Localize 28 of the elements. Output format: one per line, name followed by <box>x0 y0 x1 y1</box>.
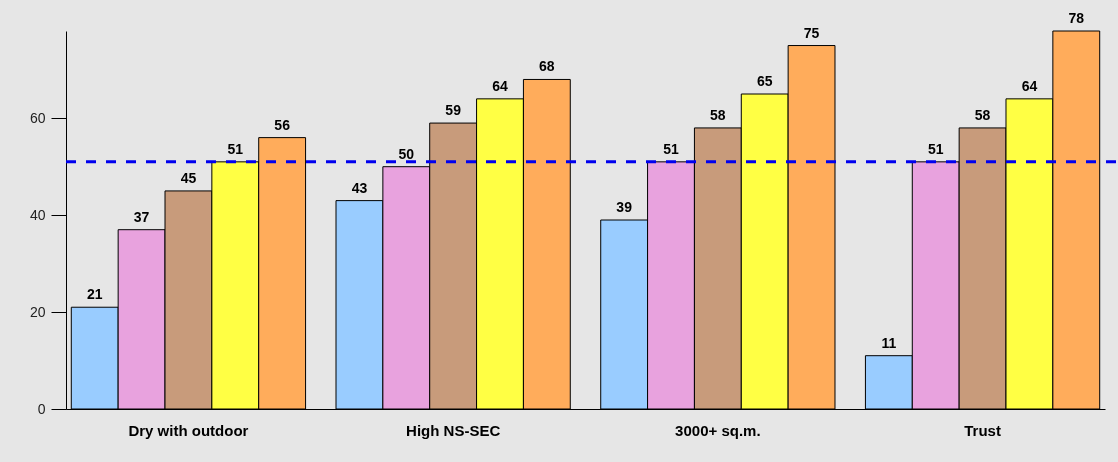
y-tick-label: 40 <box>29 206 46 223</box>
data-label: 51 <box>227 140 244 157</box>
data-label: 51 <box>927 140 944 157</box>
data-label: 58 <box>974 106 991 123</box>
data-label: 11 <box>881 334 897 351</box>
data-label: 68 <box>539 58 555 75</box>
x-tick-label: 3000+ sq.m. <box>675 421 761 439</box>
data-label: 75 <box>803 24 820 41</box>
data-label: 39 <box>616 199 633 215</box>
data-label: 59 <box>445 102 462 119</box>
y-tick-label: 0 <box>37 400 46 417</box>
x-tick-label: Trust <box>964 421 1001 439</box>
data-label: 51 <box>663 140 679 157</box>
x-tick-label: Dry with outdoor <box>128 421 249 439</box>
data-label: 45 <box>180 169 197 186</box>
data-label: 50 <box>398 145 415 162</box>
data-label: 78 <box>1068 10 1085 26</box>
data-label: 65 <box>756 73 773 89</box>
data-label: 43 <box>351 179 368 196</box>
data-label: 21 <box>86 286 103 303</box>
y-tick-label: 20 <box>29 303 46 320</box>
data-label: 56 <box>274 116 291 133</box>
data-label: 37 <box>133 208 150 225</box>
data-label: 58 <box>710 106 726 123</box>
x-tick-label: High NS-SEC <box>406 421 501 439</box>
data-label: 64 <box>1021 77 1038 94</box>
data-label: 64 <box>492 77 508 94</box>
y-tick-label: 60 <box>29 109 46 126</box>
